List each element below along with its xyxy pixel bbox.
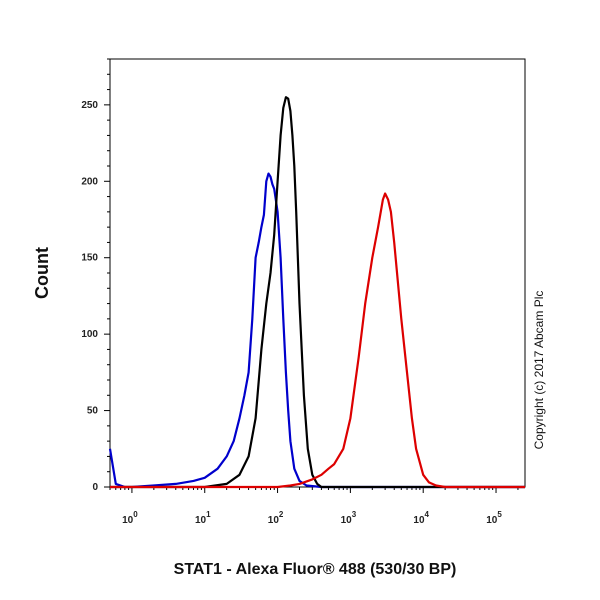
x-tick-exponent: 1 xyxy=(206,510,211,519)
plot-frame xyxy=(109,58,526,488)
y-tick-label: 100 xyxy=(81,329,98,340)
x-tick-label: 100 xyxy=(122,510,138,526)
series-layer xyxy=(108,96,525,489)
series-line-1 xyxy=(108,172,525,489)
series-line-3 xyxy=(110,192,525,489)
x-tick-label: 102 xyxy=(268,510,284,526)
copyright-text: Copyright (c) 2017 Abcam Plc xyxy=(532,291,546,450)
y-axis-ticks: 0 50 100 150 200 250 xyxy=(81,58,110,493)
x-tick-base: 10 xyxy=(341,515,353,526)
x-tick-exponent: 2 xyxy=(279,510,284,519)
x-tick-label: 103 xyxy=(341,510,357,526)
x-tick-exponent: 3 xyxy=(352,510,357,519)
series-line-2 xyxy=(110,96,525,489)
y-tick-label: 0 xyxy=(92,482,98,493)
x-tick-label: 105 xyxy=(486,510,502,526)
y-axis-title: Count xyxy=(32,247,52,299)
x-tick-base: 10 xyxy=(195,515,207,526)
y-tick-label: 150 xyxy=(81,253,98,264)
x-tick-exponent: 4 xyxy=(425,510,430,519)
y-tick-label: 50 xyxy=(87,406,99,417)
x-tick-base: 10 xyxy=(486,515,498,526)
y-tick-label: 200 xyxy=(81,176,98,187)
x-tick-base: 10 xyxy=(268,515,280,526)
x-tick-exponent: 0 xyxy=(133,510,138,519)
x-tick-label: 104 xyxy=(413,510,429,526)
x-axis-title: STAT1 - Alexa Fluor® 488 (530/30 BP) xyxy=(174,561,457,578)
y-tick-label: 250 xyxy=(81,100,98,111)
x-tick-base: 10 xyxy=(413,515,425,526)
x-tick-exponent: 5 xyxy=(497,510,502,519)
x-tick-label: 101 xyxy=(195,510,211,526)
x-tick-base: 10 xyxy=(122,515,134,526)
